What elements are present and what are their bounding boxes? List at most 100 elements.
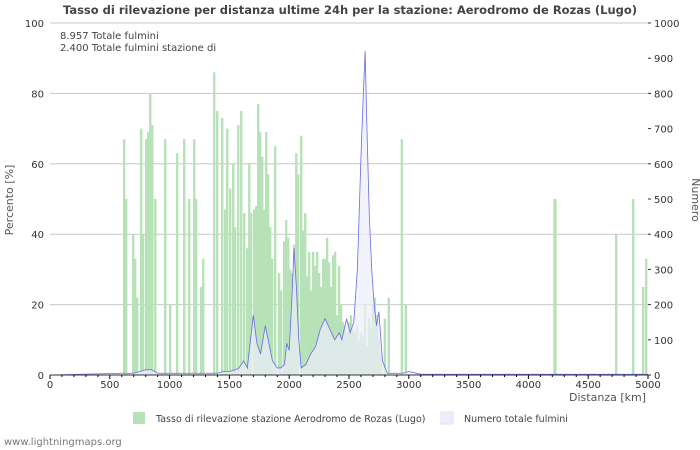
- bar: [249, 213, 253, 375]
- bar: [268, 227, 272, 375]
- bar: [317, 272, 321, 375]
- x-tick-label: 1500: [217, 380, 242, 391]
- legend-label-bars: Tasso di rilevazione stazione Aerodromo …: [155, 414, 425, 425]
- y2-axis-label: Numero: [689, 178, 700, 222]
- bar: [188, 199, 191, 375]
- bar: [259, 132, 262, 375]
- bar: [194, 199, 198, 375]
- bar: [404, 304, 408, 375]
- bar: [305, 276, 309, 375]
- bar: [175, 153, 179, 375]
- count-line: [49, 51, 648, 376]
- bar: [337, 265, 341, 375]
- bar: [254, 206, 258, 375]
- y-tick-label: 20: [31, 301, 44, 312]
- bar: [149, 93, 152, 376]
- bar: [221, 118, 224, 375]
- y-tick-label: 0: [38, 371, 44, 382]
- bar: [246, 248, 249, 375]
- x-tick-label: 2500: [336, 380, 361, 391]
- bar: [400, 139, 404, 375]
- bar: [383, 318, 387, 375]
- bar: [310, 290, 313, 375]
- x-axis-label: Distanza [km]: [569, 391, 646, 404]
- info-text: 8.957 Totale fulmini: [60, 31, 159, 42]
- y-tick-label: 40: [31, 230, 44, 241]
- bar: [288, 269, 292, 375]
- y2-tick-label: 500: [654, 195, 673, 206]
- bar: [282, 241, 286, 375]
- bar: [135, 297, 139, 375]
- y2-tick-label: 400: [654, 230, 673, 241]
- bar: [233, 227, 237, 375]
- bar: [224, 209, 227, 375]
- y-axis-label: Percento [%]: [3, 165, 16, 236]
- bar: [299, 135, 303, 375]
- bar: [313, 265, 317, 375]
- bar: [295, 153, 298, 375]
- bar: [199, 287, 203, 375]
- bar: [151, 125, 154, 375]
- bar: [277, 272, 281, 375]
- bar: [296, 174, 300, 375]
- bar: [266, 174, 270, 375]
- y2-tick-label: 100: [654, 336, 673, 347]
- bar: [248, 163, 251, 375]
- bar: [311, 251, 315, 375]
- bar: [285, 220, 288, 375]
- bar: [331, 255, 335, 375]
- bar: [631, 199, 635, 375]
- bar: [213, 72, 216, 375]
- bar: [327, 262, 331, 375]
- x-tick-label: 4500: [575, 380, 600, 391]
- bar: [287, 237, 290, 375]
- bar: [642, 287, 645, 375]
- bar: [645, 258, 648, 375]
- bar: [265, 132, 268, 375]
- bar: [237, 125, 240, 375]
- y-tick-label: 100: [25, 19, 44, 30]
- y-tick-label: 80: [31, 89, 44, 100]
- bar: [260, 156, 264, 375]
- x-tick-label: 4000: [516, 380, 541, 391]
- x-tick-label: 0: [47, 380, 53, 391]
- y2-tick-label: 300: [654, 265, 673, 276]
- bar: [141, 234, 145, 375]
- y2-tick-label: 0: [654, 371, 660, 382]
- x-tick-label: 2000: [276, 380, 301, 391]
- bar: [122, 139, 126, 375]
- bar: [257, 103, 260, 376]
- legend-swatch-line: [440, 411, 454, 425]
- x-tick-label: 3500: [456, 380, 481, 391]
- bar: [304, 213, 307, 375]
- x-tick-label: 1000: [157, 380, 182, 391]
- footer-link[interactable]: www.lightningmaps.org: [4, 437, 122, 448]
- y2-tick-label: 800: [654, 89, 673, 100]
- bar: [226, 128, 229, 375]
- bar: [315, 251, 319, 375]
- bar: [132, 234, 135, 375]
- y2-tick-label: 600: [654, 160, 673, 171]
- y-tick-label: 60: [31, 160, 44, 171]
- bar: [193, 139, 196, 375]
- bar: [229, 188, 232, 375]
- bar: [243, 213, 246, 375]
- bar: [554, 199, 557, 375]
- bar: [124, 199, 128, 375]
- bar: [279, 290, 283, 375]
- bar: [240, 111, 243, 375]
- info-text: 2.400 Totale fulmini stazione di: [60, 43, 216, 54]
- x-tick-label: 500: [100, 380, 119, 391]
- bar: [146, 132, 150, 375]
- bar: [169, 304, 172, 375]
- bar: [325, 237, 329, 375]
- bar: [139, 128, 143, 375]
- bar: [321, 258, 325, 375]
- x-tick-label: 5000: [635, 380, 660, 391]
- y2-tick-label: 900: [654, 54, 673, 65]
- bar: [232, 163, 235, 375]
- bar: [387, 297, 391, 375]
- bar: [154, 199, 157, 375]
